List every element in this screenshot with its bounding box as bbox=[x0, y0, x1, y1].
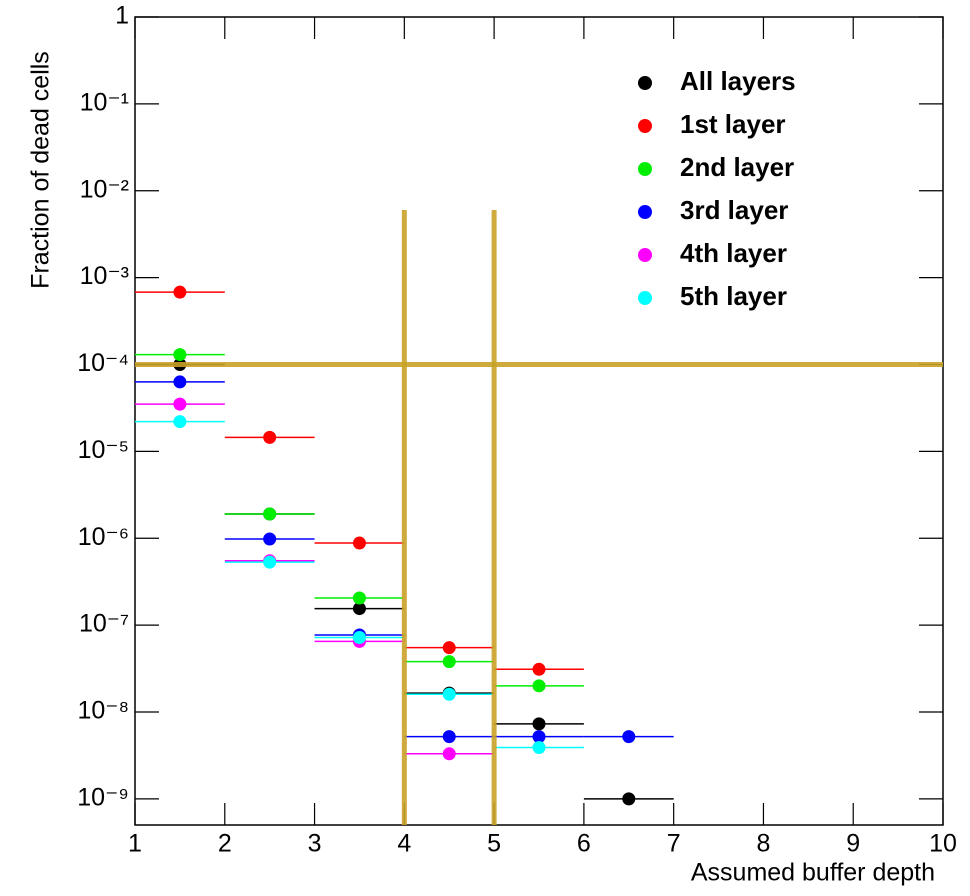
data-point bbox=[263, 430, 277, 444]
data-point bbox=[352, 602, 366, 616]
y-tick-label: 10⁻⁶ bbox=[78, 523, 129, 551]
x-tick-label: 7 bbox=[667, 830, 681, 858]
data-point bbox=[442, 730, 456, 744]
x-axis-title: Assumed buffer depth bbox=[691, 859, 935, 887]
x-tick-label: 1 bbox=[128, 830, 142, 858]
data-point bbox=[532, 730, 546, 744]
x-tick-label: 9 bbox=[846, 830, 860, 858]
data-point bbox=[442, 655, 456, 669]
data-point bbox=[442, 687, 456, 701]
y-tick-label: 10⁻⁵ bbox=[78, 436, 129, 464]
data-point bbox=[532, 741, 546, 755]
data-point bbox=[263, 532, 277, 546]
y-tick-label: 10⁻⁹ bbox=[77, 783, 129, 811]
y-axis-title: Fraction of dead cells bbox=[27, 51, 55, 289]
y-tick-label: 10⁻⁴ bbox=[77, 349, 129, 377]
data-point bbox=[352, 536, 366, 550]
data-point bbox=[622, 730, 636, 744]
legend-label: 5th layer bbox=[680, 281, 787, 311]
y-tick-label: 10⁻¹ bbox=[80, 88, 129, 116]
data-point bbox=[532, 662, 546, 676]
legend-marker bbox=[638, 291, 652, 305]
x-tick-label: 3 bbox=[308, 830, 322, 858]
plot-frame bbox=[134, 16, 944, 826]
data-point bbox=[173, 415, 187, 429]
legend-label: All layers bbox=[680, 66, 796, 96]
y-tick-label: 10⁻² bbox=[80, 175, 129, 203]
data-point bbox=[173, 285, 187, 299]
data-point bbox=[532, 717, 546, 731]
data-point bbox=[173, 348, 187, 362]
data-point bbox=[352, 591, 366, 605]
x-tick-label: 6 bbox=[577, 830, 591, 858]
data-point bbox=[442, 641, 456, 655]
data-point bbox=[532, 679, 546, 693]
data-point bbox=[173, 375, 187, 389]
y-tick-label: 10⁻⁸ bbox=[77, 697, 129, 725]
y-tick-label: 1 bbox=[115, 2, 129, 30]
legend-label: 2nd layer bbox=[680, 152, 794, 182]
legend-label: 3rd layer bbox=[680, 195, 788, 225]
data-point bbox=[622, 792, 636, 806]
x-tick-label: 4 bbox=[397, 830, 411, 858]
legend-marker bbox=[638, 119, 652, 133]
data-point bbox=[442, 747, 456, 761]
data-point bbox=[173, 397, 187, 411]
data-point bbox=[352, 630, 366, 644]
legend-label: 1st layer bbox=[680, 109, 786, 139]
y-tick-label: 10⁻³ bbox=[80, 262, 129, 290]
legend-marker bbox=[638, 248, 652, 262]
legend-label: 4th layer bbox=[680, 238, 787, 268]
legend-marker bbox=[638, 162, 652, 176]
data-point bbox=[263, 555, 277, 569]
y-tick-label: 10⁻⁷ bbox=[79, 610, 129, 638]
x-tick-label: 2 bbox=[218, 830, 232, 858]
x-tick-label: 5 bbox=[487, 830, 501, 858]
legend-marker bbox=[638, 205, 652, 219]
data-point bbox=[263, 507, 277, 521]
x-tick-label: 8 bbox=[756, 830, 770, 858]
x-tick-label: 10 bbox=[929, 830, 957, 858]
legend-marker bbox=[638, 76, 652, 90]
